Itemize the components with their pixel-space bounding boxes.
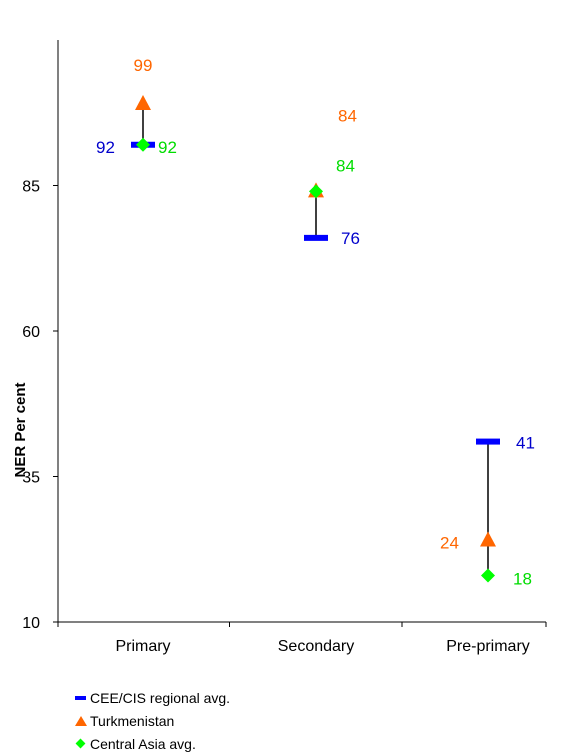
central-asia-marker xyxy=(136,137,150,152)
legend-label: CEE/CIS regional avg. xyxy=(90,689,231,706)
x-tick-label: Secondary xyxy=(278,638,355,655)
diamond-marker-icon xyxy=(74,737,88,751)
chart-marks xyxy=(131,95,500,583)
chart-labels: 92 76 41 99 84 24 92 84 18 xyxy=(96,56,535,588)
central-asia-marker xyxy=(309,184,323,199)
regional-avg-marker xyxy=(476,438,500,445)
legend-label: Turkmenistan xyxy=(90,712,175,729)
triangle-marker-icon xyxy=(74,714,88,728)
legend: CEE/CIS regional avg. Turkmenistan Centr… xyxy=(74,686,230,755)
data-label: 92 xyxy=(96,138,115,157)
data-label: 41 xyxy=(516,434,535,453)
range-lines xyxy=(142,104,489,576)
data-label: 18 xyxy=(513,569,532,588)
chart-axes: 10 35 60 85 Primary Secondary Pre-primary xyxy=(22,40,547,655)
data-label: 84 xyxy=(336,156,355,175)
y-tick-label: 35 xyxy=(22,470,40,487)
legend-item-turkmenistan: Turkmenistan xyxy=(74,709,230,732)
legend-label: Central Asia avg. xyxy=(90,735,196,752)
legend-item-regional: CEE/CIS regional avg. xyxy=(74,686,230,709)
legend-item-central-asia: Central Asia avg. xyxy=(74,732,230,755)
x-tick-label: Primary xyxy=(115,638,170,655)
central-asia-marker xyxy=(481,568,495,583)
x-tick-label: Pre-primary xyxy=(446,638,530,655)
data-label: 99 xyxy=(134,56,153,75)
turkmenistan-marker xyxy=(135,95,151,111)
y-tick-label: 85 xyxy=(22,179,40,196)
turkmenistan-marker xyxy=(480,531,496,547)
data-label: 24 xyxy=(440,534,459,553)
data-label: 92 xyxy=(158,138,177,157)
y-tick-label: 10 xyxy=(22,615,40,632)
data-label: 84 xyxy=(338,106,357,125)
dash-marker-icon xyxy=(74,691,88,705)
y-tick-label: 60 xyxy=(22,324,40,341)
data-label: 76 xyxy=(341,229,360,248)
chart: 10 35 60 85 Primary Secondary Pre-primary 92 76… xyxy=(12,40,547,655)
regional-avg-marker xyxy=(304,234,328,241)
y-axis-title: NER Per cent xyxy=(12,382,29,477)
